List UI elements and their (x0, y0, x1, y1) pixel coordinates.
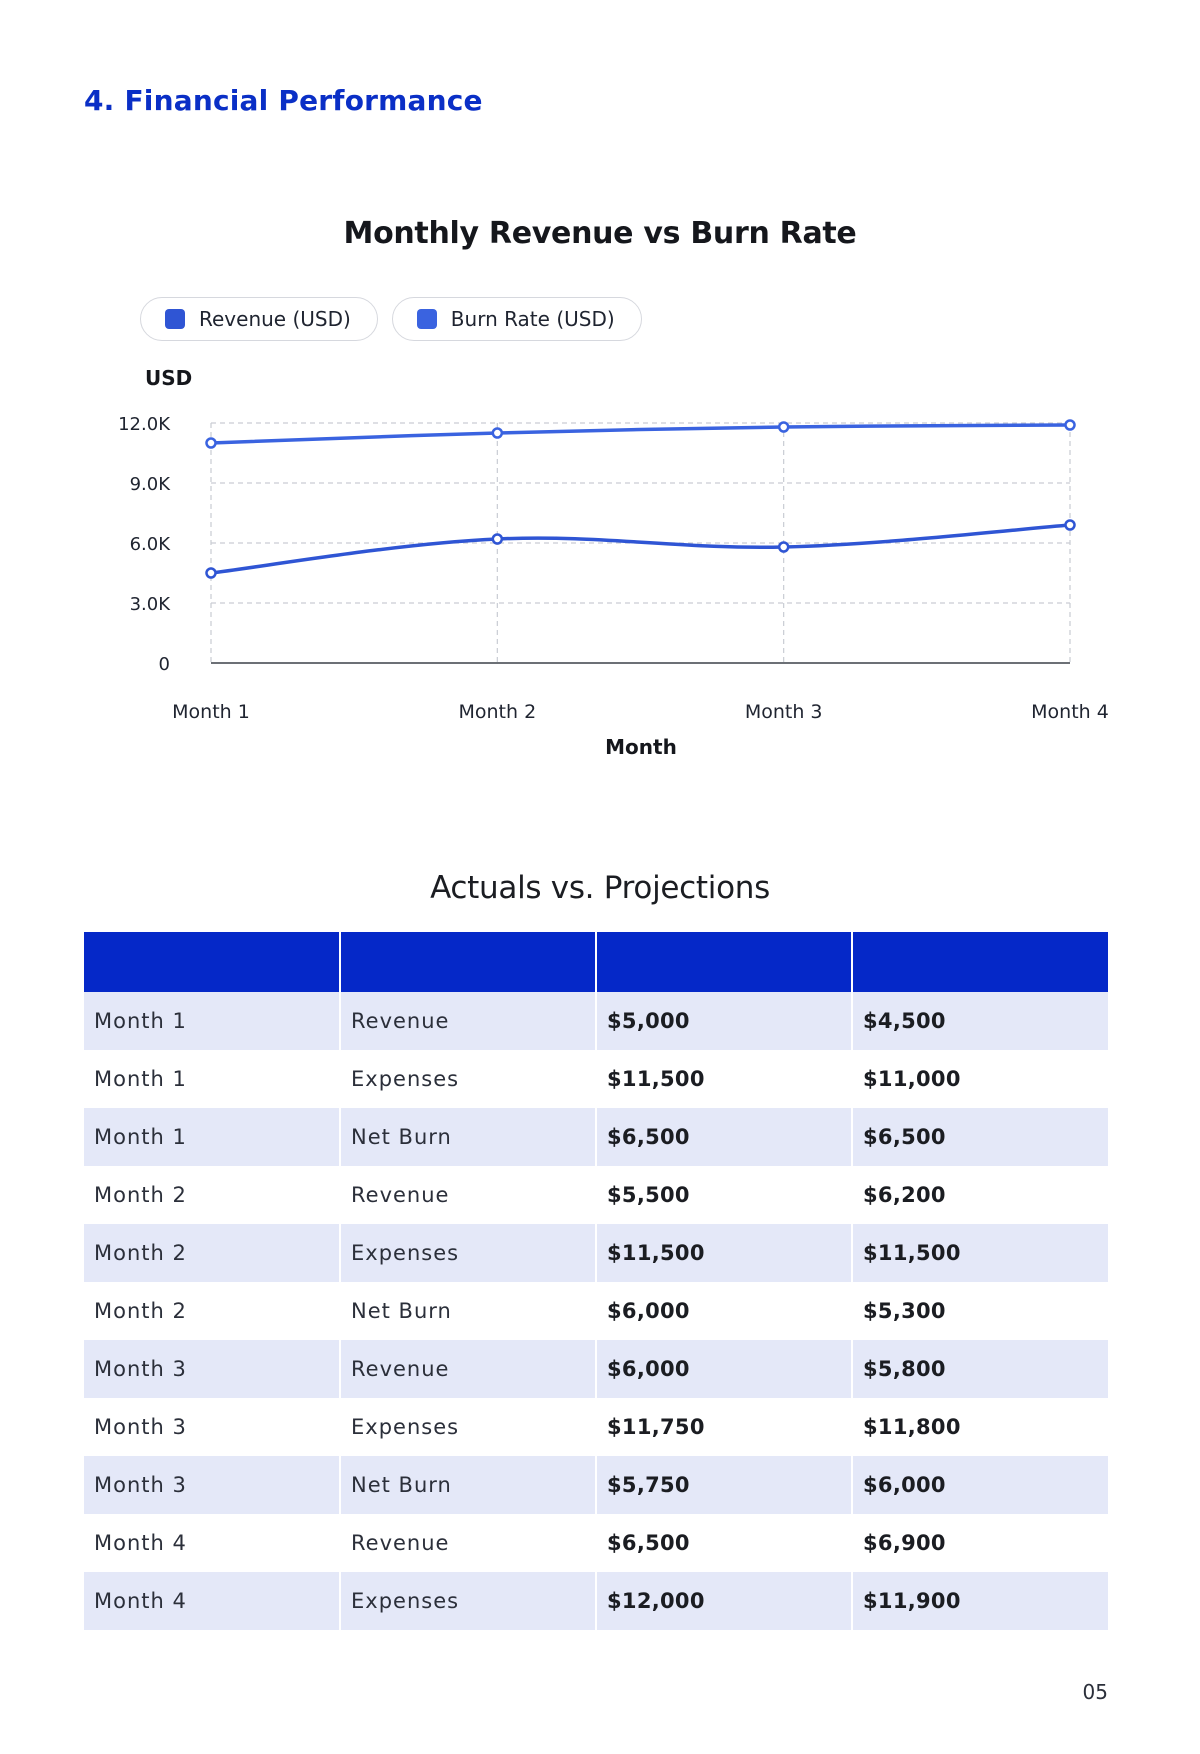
page-number: 05 (1082, 1680, 1108, 1704)
cell-projection: $4,500 (852, 992, 1108, 1050)
y-tick-label: 0 (159, 654, 170, 675)
cell-actual: $5,500 (596, 1166, 853, 1224)
table-header-cell (340, 932, 597, 992)
cell-period: Month 1 (84, 992, 341, 1050)
cell-actual: $11,750 (596, 1398, 853, 1456)
cell-projection: $5,300 (852, 1282, 1108, 1340)
cell-period: Month 3 (84, 1340, 341, 1398)
data-point-revenue[interactable] (491, 533, 504, 545)
cell-period: Month 3 (84, 1456, 341, 1514)
line-chart: USD Month 0 3.0K 6.0K 9.0K 12.0K Month 1 Month… (118, 366, 1109, 759)
cell-projection: $6,500 (852, 1108, 1108, 1166)
cell-period: Month 2 (84, 1282, 341, 1340)
cell-actual: $11,500 (596, 1050, 853, 1108)
y-tick-label: 9.0K (130, 474, 172, 495)
table-title: Actuals vs. Projections (430, 870, 770, 906)
x-axis-label: Month (605, 735, 677, 759)
cell-category: Revenue (340, 1166, 597, 1224)
table-row: Month 2 Revenue $5,500 $6,200 (84, 1166, 1108, 1224)
table-row: Month 4 Revenue $6,500 $6,900 (84, 1514, 1108, 1572)
series-line-burn-rate (209, 423, 1072, 445)
table-header-cell (84, 932, 341, 992)
table-header-row (84, 932, 1108, 992)
cell-projection: $11,900 (852, 1572, 1108, 1630)
x-tick-label: Month 3 (745, 701, 823, 723)
actuals-vs-projections-table: Month 1 Revenue $5,000 $4,500 Month 1 Expense… (84, 932, 1108, 1630)
section-title: 4. Financial Performance (84, 84, 483, 117)
cell-category: Net Burn (340, 1456, 597, 1514)
table-row: Month 1 Revenue $5,000 $4,500 (84, 992, 1108, 1050)
cell-actual: $5,000 (596, 992, 853, 1050)
cell-projection: $6,900 (852, 1514, 1108, 1572)
cell-projection: $6,200 (852, 1166, 1108, 1224)
legend-swatch-revenue (165, 309, 185, 329)
legend-label-revenue: Revenue (USD) (199, 307, 351, 331)
cell-period: Month 2 (84, 1166, 341, 1224)
table-header-cell (852, 932, 1108, 992)
data-point-revenue[interactable] (205, 567, 217, 579)
legend-swatch-burn-rate (416, 309, 437, 329)
y-axis-label: USD (145, 366, 192, 390)
table-row: Month 2 Net Burn $6,000 $5,300 (84, 1282, 1108, 1340)
legend-item-revenue[interactable]: Revenue (USD) (140, 297, 378, 341)
cell-category: Revenue (340, 1340, 597, 1398)
cell-actual: $6,500 (596, 1108, 853, 1166)
y-tick-label: 6.0K (130, 534, 172, 555)
data-point-burn-rate[interactable] (777, 421, 790, 433)
chart-title: Monthly Revenue vs Burn Rate (343, 216, 857, 251)
cell-actual: $11,500 (596, 1224, 853, 1282)
y-tick-label: 12.0K (118, 414, 171, 435)
data-point-burn-rate[interactable] (1064, 419, 1076, 431)
cell-period: Month 3 (84, 1398, 341, 1456)
cell-projection: $11,800 (852, 1398, 1108, 1456)
data-point-burn-rate[interactable] (205, 437, 217, 449)
table-row: Month 1 Net Burn $6,500 $6,500 (84, 1108, 1108, 1166)
cell-projection: $5,800 (852, 1340, 1108, 1398)
legend-label-burn-rate: Burn Rate (USD) (450, 307, 615, 331)
cell-projection: $11,500 (852, 1224, 1108, 1282)
cell-actual: $12,000 (596, 1572, 853, 1630)
table-row: Month 3 Revenue $6,000 $5,800 (84, 1340, 1108, 1398)
cell-category: Net Burn (340, 1108, 597, 1166)
legend-item-burn-rate[interactable]: Burn Rate (USD) (391, 297, 642, 341)
table-row: Month 4 Expenses $12,000 $11,900 (84, 1572, 1108, 1630)
cell-period: Month 1 (84, 1050, 341, 1108)
cell-period: Month 2 (84, 1224, 341, 1282)
x-tick-label: Month 1 (172, 701, 250, 723)
cell-category: Net Burn (340, 1282, 597, 1340)
cell-actual: $6,500 (596, 1514, 853, 1572)
y-tick-label: 3.0K (130, 594, 172, 615)
cell-actual: $6,000 (596, 1282, 853, 1340)
cell-category: Expenses (340, 1572, 597, 1630)
cell-category: Expenses (340, 1224, 597, 1282)
table-row: Month 3 Expenses $11,750 $11,800 (84, 1398, 1108, 1456)
cell-category: Expenses (340, 1050, 597, 1108)
cell-period: Month 4 (84, 1514, 341, 1572)
data-point-revenue[interactable] (777, 541, 790, 553)
data-point-revenue[interactable] (1064, 519, 1076, 531)
cell-period: Month 4 (84, 1572, 341, 1630)
table-row: Month 1 Expenses $11,500 $11,000 (84, 1050, 1108, 1108)
cell-category: Expenses (340, 1398, 597, 1456)
cell-period: Month 1 (84, 1108, 341, 1166)
x-tick-label: Month 4 (1031, 701, 1109, 723)
chart-series (205, 419, 1076, 579)
cell-category: Revenue (340, 992, 597, 1050)
table-row: Month 3 Net Burn $5,750 $6,000 (84, 1456, 1108, 1514)
cell-projection: $6,000 (852, 1456, 1108, 1514)
series-line-revenue (209, 523, 1072, 575)
table-header-cell (596, 932, 853, 992)
chart-ticks: 0 3.0K 6.0K 9.0K 12.0K Month 1 Month 2 Month 3 M… (118, 414, 1109, 723)
table-row: Month 2 Expenses $11,500 $11,500 (84, 1224, 1108, 1282)
cell-category: Revenue (340, 1514, 597, 1572)
chart-legend: Revenue (USD) Burn Rate (USD) (140, 297, 642, 341)
chart-grid (210, 422, 1071, 664)
cell-projection: $11,000 (852, 1050, 1108, 1108)
x-tick-label: Month 2 (458, 701, 536, 723)
cell-actual: $6,000 (596, 1340, 853, 1398)
cell-actual: $5,750 (596, 1456, 853, 1514)
data-point-burn-rate[interactable] (491, 427, 504, 439)
